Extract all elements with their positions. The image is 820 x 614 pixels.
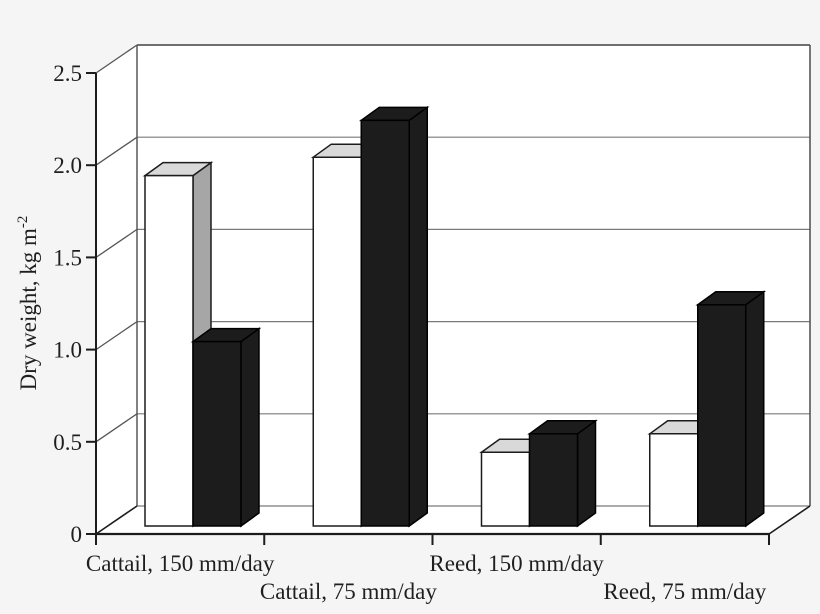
bar-white-bars-3-front	[649, 433, 699, 527]
category-label-1: Cattail, 75 mm/day	[260, 579, 437, 604]
plot-wall	[96, 45, 810, 534]
floor-left-edge	[95, 505, 138, 535]
category-label-3: Reed, 75 mm/day	[603, 579, 766, 604]
y-tick-label-0: 0	[71, 522, 83, 547]
depth-line-2.5	[95, 44, 138, 74]
bar-white-bars-2-front	[480, 451, 531, 527]
bar-black-bars-0-front	[192, 340, 242, 527]
bar-black-bars-2-front	[528, 433, 579, 527]
category-label-0: Cattail, 150 mm/day	[86, 551, 275, 576]
y-tick-label-2.0: 2.0	[53, 153, 82, 178]
bar-white-bars-0-front	[144, 174, 194, 527]
y-tick-label-1.0: 1.0	[53, 338, 82, 363]
bar-black-bars-1-side	[408, 105, 428, 528]
y-tick-label-0.5: 0.5	[53, 430, 82, 455]
y-tick-label-2.5: 2.5	[53, 61, 82, 86]
depth-line-1.5	[95, 228, 138, 258]
bar-black-bars-3-side	[745, 290, 765, 528]
depth-line-0.5	[95, 413, 138, 443]
y-tick-label-1.5: 1.5	[53, 245, 82, 270]
depth-line-1.0	[95, 321, 138, 351]
y-axis-title: Dry weight, kg m-2	[15, 216, 41, 391]
bar-white-bars-1-front	[312, 156, 362, 527]
bar-black-bars-3-front	[697, 303, 747, 527]
bar-black-bars-1-front	[360, 119, 410, 527]
bar-black-bars-2-side	[576, 419, 597, 528]
category-label-2: Reed, 150 mm/day	[429, 551, 604, 576]
depth-line-2.0	[95, 136, 138, 166]
bar-black-bars-0-side	[240, 327, 260, 528]
floor-right-edge	[768, 505, 811, 535]
